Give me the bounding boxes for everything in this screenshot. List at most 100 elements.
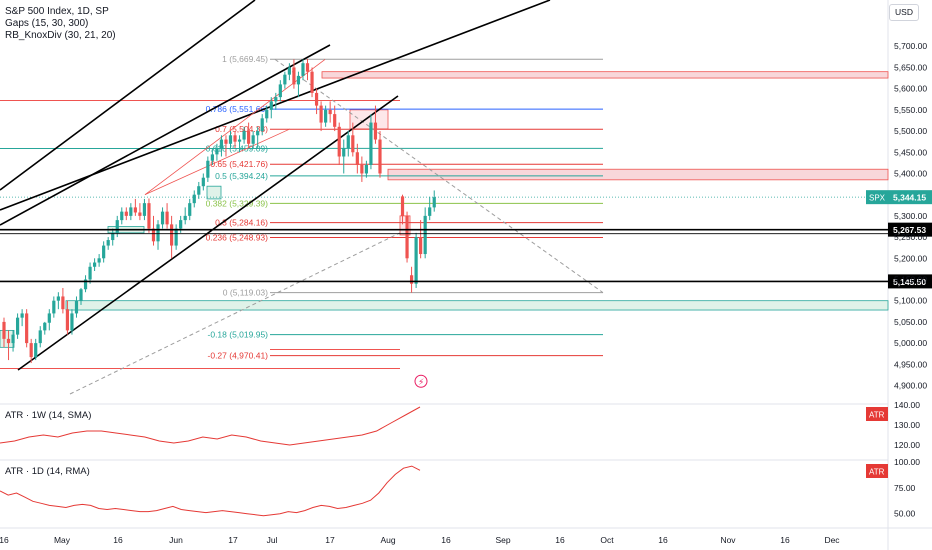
chart-title[interactable]: S&P 500 Index, 1D, SP	[5, 6, 109, 17]
knoxdiv-indicator-label[interactable]: RB_KnoxDiv (30, 21, 20)	[5, 30, 116, 41]
candle-body	[256, 131, 260, 136]
candle-body	[351, 135, 355, 153]
atr-tick-label: 100.00	[894, 457, 920, 467]
candle-body	[25, 313, 29, 344]
candle-body	[165, 211, 169, 225]
candle-body	[219, 139, 224, 149]
candle-body	[237, 139, 242, 142]
atr-tick-label: 75.00	[894, 483, 916, 493]
gap-zone	[321, 71, 889, 79]
price-tick-label: 5,100.00	[894, 296, 927, 306]
candle-body	[34, 343, 38, 358]
candle-body	[79, 289, 83, 301]
horizontal-levels: 5,267.53 5,145.50	[0, 222, 932, 289]
level-badge-label: 5,267.53	[893, 225, 926, 235]
symbol-badge	[866, 190, 888, 205]
atr-badge-label: ATR	[869, 411, 885, 420]
channel-line	[144, 128, 291, 196]
candle-body	[188, 203, 192, 216]
time-tick-label: Jun	[169, 535, 183, 545]
price-axis[interactable]: 5,700.00 5,650.00 5,600.00 5,550.00 5,500.00…	[414, 41, 932, 391]
price-tick-label: 5,650.00	[894, 62, 927, 72]
time-tick-label: 16	[658, 535, 668, 545]
candle-body	[400, 196, 405, 216]
price-tick-label: 5,050.00	[894, 317, 927, 327]
candle-body	[142, 203, 147, 216]
candle-body	[233, 135, 237, 142]
atr-weekly-pane: 140.00 130.00 120.00 ATR	[0, 400, 920, 450]
gap-zones	[0, 71, 889, 348]
candle-body	[355, 152, 359, 165]
time-tick-label: 16	[555, 535, 565, 545]
time-tick-label: 16	[441, 535, 451, 545]
candle-body	[373, 122, 378, 140]
time-tick-label: 16	[113, 535, 123, 545]
atr-weekly-label[interactable]: ATR · 1W (14, SMA)	[5, 410, 92, 421]
price-tick-label: 5,550.00	[894, 105, 927, 115]
candle-body	[360, 164, 364, 174]
price-tick-label: 4,900.00	[894, 381, 927, 391]
atr-badge	[866, 464, 888, 478]
candle-body	[364, 164, 368, 174]
candle-body	[47, 313, 51, 323]
candle-body	[83, 279, 88, 290]
candle-body	[43, 322, 47, 331]
gap-zone	[387, 168, 889, 181]
candle-body	[260, 118, 264, 132]
candle-body	[287, 67, 291, 75]
candle-body	[156, 224, 160, 242]
candle-body	[251, 135, 255, 144]
candle-body	[115, 220, 119, 233]
candle-body	[432, 197, 436, 208]
candle-body	[192, 194, 196, 204]
fib-label: 0.65 (5,421.76)	[210, 159, 268, 169]
candle-body	[419, 237, 423, 255]
fib-label: 0.5 (5,394.24)	[215, 171, 268, 181]
candle-body	[52, 300, 56, 314]
candle-body	[111, 232, 115, 241]
time-tick-label: 16	[780, 535, 790, 545]
atr-tick-label: 120.00	[894, 440, 920, 450]
candle-body	[342, 148, 346, 157]
candle-body	[337, 126, 341, 157]
time-tick-label: Nov	[720, 535, 736, 545]
candle-body	[74, 300, 79, 314]
atr-badge	[866, 407, 888, 421]
candle-body	[124, 211, 128, 216]
atr-line	[0, 465, 421, 517]
price-tick-label: 5,700.00	[894, 41, 927, 51]
candle-body	[210, 154, 214, 161]
candle-body	[206, 160, 210, 178]
gaps-indicator-label[interactable]: Gaps (15, 30, 300)	[5, 18, 89, 29]
price-tick-label: 5,000.00	[894, 338, 927, 348]
candle-body	[428, 207, 432, 216]
candle-body	[247, 131, 251, 144]
fib-label: 1 (5,669.45)	[222, 54, 268, 64]
level-badge-label: 5,145.50	[893, 277, 926, 287]
fib-label: 0.7 (5,504.33)	[215, 124, 268, 134]
atr-tick-label: 130.00	[894, 420, 920, 430]
candle-body	[201, 177, 205, 187]
time-tick-label: 16	[0, 535, 9, 545]
price-tick-label: 5,250.00	[894, 232, 927, 242]
candle-body	[301, 63, 305, 76]
candle-body	[97, 258, 101, 263]
candle-body	[319, 105, 323, 123]
price-tick-label: 5,200.00	[894, 253, 927, 263]
time-tick-label: Jul	[267, 535, 278, 545]
time-axis[interactable]: 16 May 16 Jun 17 Jul 17 Aug 16 Sep 16 Oct 16 Nov 16 Dec	[0, 535, 840, 545]
currency-button[interactable]: USD	[889, 4, 919, 21]
candle-body	[414, 237, 418, 284]
fib-trend-dashed	[69, 232, 401, 395]
candle-body	[274, 97, 278, 102]
candle-body	[56, 296, 60, 301]
price-tick-label: 5,500.00	[894, 126, 927, 136]
fib-label: 0.236 (5,248.93)	[206, 233, 269, 243]
candle-body	[88, 266, 92, 280]
candle-body	[333, 114, 337, 127]
candle-body	[70, 313, 74, 331]
atr-daily-label[interactable]: ATR · 1D (14, RMA)	[5, 466, 90, 477]
last-price-badge	[888, 190, 932, 205]
